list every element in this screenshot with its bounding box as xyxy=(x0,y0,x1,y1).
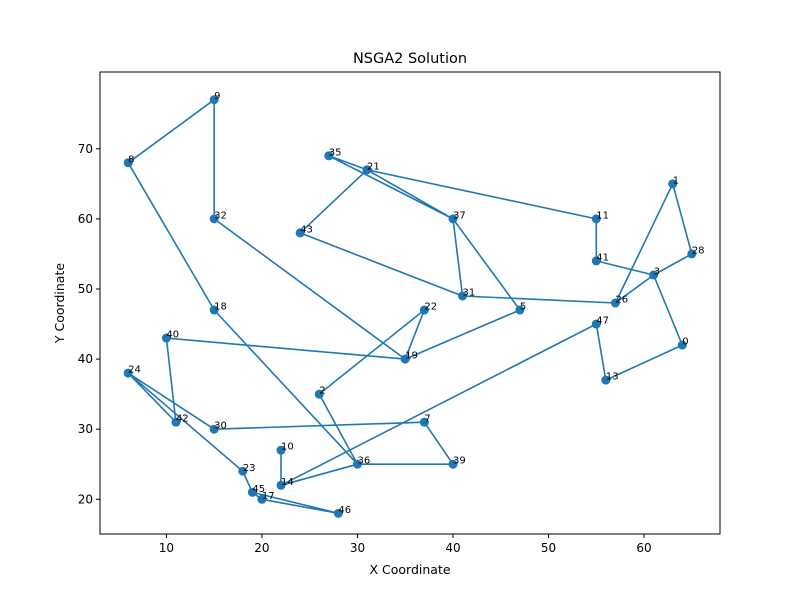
x-tick-label-60: 60 xyxy=(636,541,651,555)
city-point-17 xyxy=(257,494,267,504)
city-point-26 xyxy=(610,298,620,308)
city-label-10: 10 xyxy=(281,442,294,453)
city-label-13: 13 xyxy=(606,372,619,383)
city-label-22: 22 xyxy=(424,302,437,313)
city-label-31: 31 xyxy=(463,287,476,298)
marker-layer xyxy=(123,95,697,518)
city-label-36: 36 xyxy=(357,456,370,467)
x-tick-label-40: 40 xyxy=(445,541,460,555)
city-label-11: 11 xyxy=(596,210,609,221)
city-point-18 xyxy=(209,305,219,315)
y-tick-label-70: 70 xyxy=(78,142,93,156)
city-label-41: 41 xyxy=(596,252,609,263)
city-point-5 xyxy=(515,305,525,315)
city-point-47 xyxy=(591,319,601,329)
city-label-26: 26 xyxy=(615,295,628,306)
city-label-46: 46 xyxy=(338,505,351,516)
y-tick-label-20: 20 xyxy=(78,492,93,506)
city-point-8 xyxy=(123,158,133,168)
city-label-47: 47 xyxy=(596,316,609,327)
city-point-46 xyxy=(333,508,343,518)
y-tick-label-50: 50 xyxy=(78,282,93,296)
city-point-41 xyxy=(591,256,601,266)
city-label-0: 0 xyxy=(682,337,688,348)
x-tick-label-10: 10 xyxy=(159,541,174,555)
city-point-36 xyxy=(352,459,362,469)
city-point-14 xyxy=(276,480,286,490)
city-point-23 xyxy=(238,466,248,476)
city-label-7: 7 xyxy=(424,414,430,425)
city-label-28: 28 xyxy=(692,245,705,256)
city-point-3 xyxy=(649,270,659,280)
city-point-11 xyxy=(591,214,601,224)
city-label-17: 17 xyxy=(262,491,275,502)
city-point-40 xyxy=(161,333,171,343)
city-label-14: 14 xyxy=(281,477,294,488)
city-point-31 xyxy=(458,291,468,301)
axis-ticks: 10 20 30 40 50 60 20 30 40 50 60 70 xyxy=(78,142,652,555)
city-point-24 xyxy=(123,368,133,378)
city-point-32 xyxy=(209,214,219,224)
city-label-24: 24 xyxy=(128,365,141,376)
city-point-13 xyxy=(601,375,611,385)
city-label-8: 8 xyxy=(128,154,134,165)
city-label-23: 23 xyxy=(243,463,256,474)
x-tick-label-30: 30 xyxy=(350,541,365,555)
city-label-9: 9 xyxy=(214,91,220,102)
x-axis-label: X Coordinate xyxy=(369,562,450,577)
city-point-19 xyxy=(400,354,410,364)
y-tick-label-60: 60 xyxy=(78,212,93,226)
y-tick-label-30: 30 xyxy=(78,422,93,436)
city-point-42 xyxy=(171,417,181,427)
city-label-42: 42 xyxy=(176,414,189,425)
city-point-39 xyxy=(448,459,458,469)
city-label-5: 5 xyxy=(520,302,526,313)
city-point-45 xyxy=(247,487,257,497)
city-point-10 xyxy=(276,445,286,455)
city-point-2 xyxy=(314,389,324,399)
city-point-28 xyxy=(687,249,697,259)
y-axis-label: Y Coordinate xyxy=(52,263,67,344)
y-tick-label-40: 40 xyxy=(78,352,93,366)
x-tick-label-50: 50 xyxy=(541,541,556,555)
city-point-37 xyxy=(448,214,458,224)
city-label-35: 35 xyxy=(329,147,342,158)
city-point-22 xyxy=(419,305,429,315)
city-label-19: 19 xyxy=(405,351,418,362)
x-tick-label-20: 20 xyxy=(254,541,269,555)
city-point-43 xyxy=(295,228,305,238)
city-label-1: 1 xyxy=(673,175,679,186)
city-label-2: 2 xyxy=(319,386,325,397)
city-label-3: 3 xyxy=(654,266,660,277)
city-label-45: 45 xyxy=(252,484,265,495)
city-label-18: 18 xyxy=(214,302,227,313)
city-label-21: 21 xyxy=(367,161,380,172)
city-point-9 xyxy=(209,95,219,105)
city-point-35 xyxy=(324,151,334,161)
plot-frame xyxy=(99,71,721,535)
city-point-0 xyxy=(677,340,687,350)
city-label-40: 40 xyxy=(166,330,179,341)
city-label-43: 43 xyxy=(300,224,313,235)
city-point-7 xyxy=(419,417,429,427)
chart-title: NSGA2 Solution xyxy=(353,51,467,67)
city-label-39: 39 xyxy=(453,456,466,467)
city-label-30: 30 xyxy=(214,421,227,432)
city-point-1 xyxy=(668,179,678,189)
city-label-37: 37 xyxy=(453,210,466,221)
city-point-30 xyxy=(209,424,219,434)
point-label-layer: 0123578910111314171819212223242628303132… xyxy=(128,91,704,516)
city-label-32: 32 xyxy=(214,210,227,221)
city-point-21 xyxy=(362,165,372,175)
